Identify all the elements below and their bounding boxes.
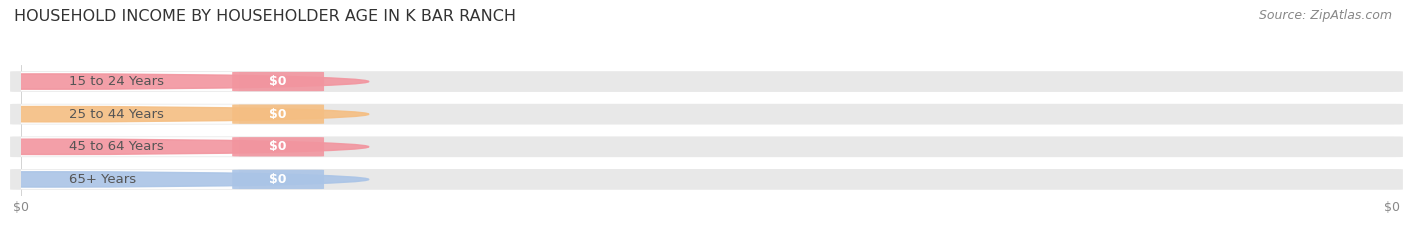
FancyBboxPatch shape	[232, 170, 323, 189]
Text: 65+ Years: 65+ Years	[69, 173, 136, 186]
Text: $0: $0	[270, 75, 287, 88]
Text: HOUSEHOLD INCOME BY HOUSEHOLDER AGE IN K BAR RANCH: HOUSEHOLD INCOME BY HOUSEHOLDER AGE IN K…	[14, 9, 516, 24]
Text: $0: $0	[270, 140, 287, 153]
FancyBboxPatch shape	[10, 136, 1403, 157]
Text: 15 to 24 Years: 15 to 24 Years	[69, 75, 165, 88]
FancyBboxPatch shape	[232, 137, 323, 156]
Circle shape	[0, 74, 368, 89]
FancyBboxPatch shape	[232, 105, 323, 124]
Text: Source: ZipAtlas.com: Source: ZipAtlas.com	[1258, 9, 1392, 22]
FancyBboxPatch shape	[15, 170, 239, 189]
FancyBboxPatch shape	[10, 71, 1403, 92]
FancyBboxPatch shape	[232, 72, 323, 91]
FancyBboxPatch shape	[10, 104, 1403, 125]
Text: $0: $0	[270, 108, 287, 121]
Circle shape	[0, 139, 368, 154]
FancyBboxPatch shape	[10, 169, 1403, 190]
Circle shape	[0, 106, 368, 122]
Circle shape	[0, 172, 368, 187]
Text: 25 to 44 Years: 25 to 44 Years	[69, 108, 165, 121]
FancyBboxPatch shape	[15, 72, 239, 91]
FancyBboxPatch shape	[15, 137, 239, 156]
Text: $0: $0	[270, 173, 287, 186]
Text: 45 to 64 Years: 45 to 64 Years	[69, 140, 165, 153]
FancyBboxPatch shape	[15, 105, 239, 124]
